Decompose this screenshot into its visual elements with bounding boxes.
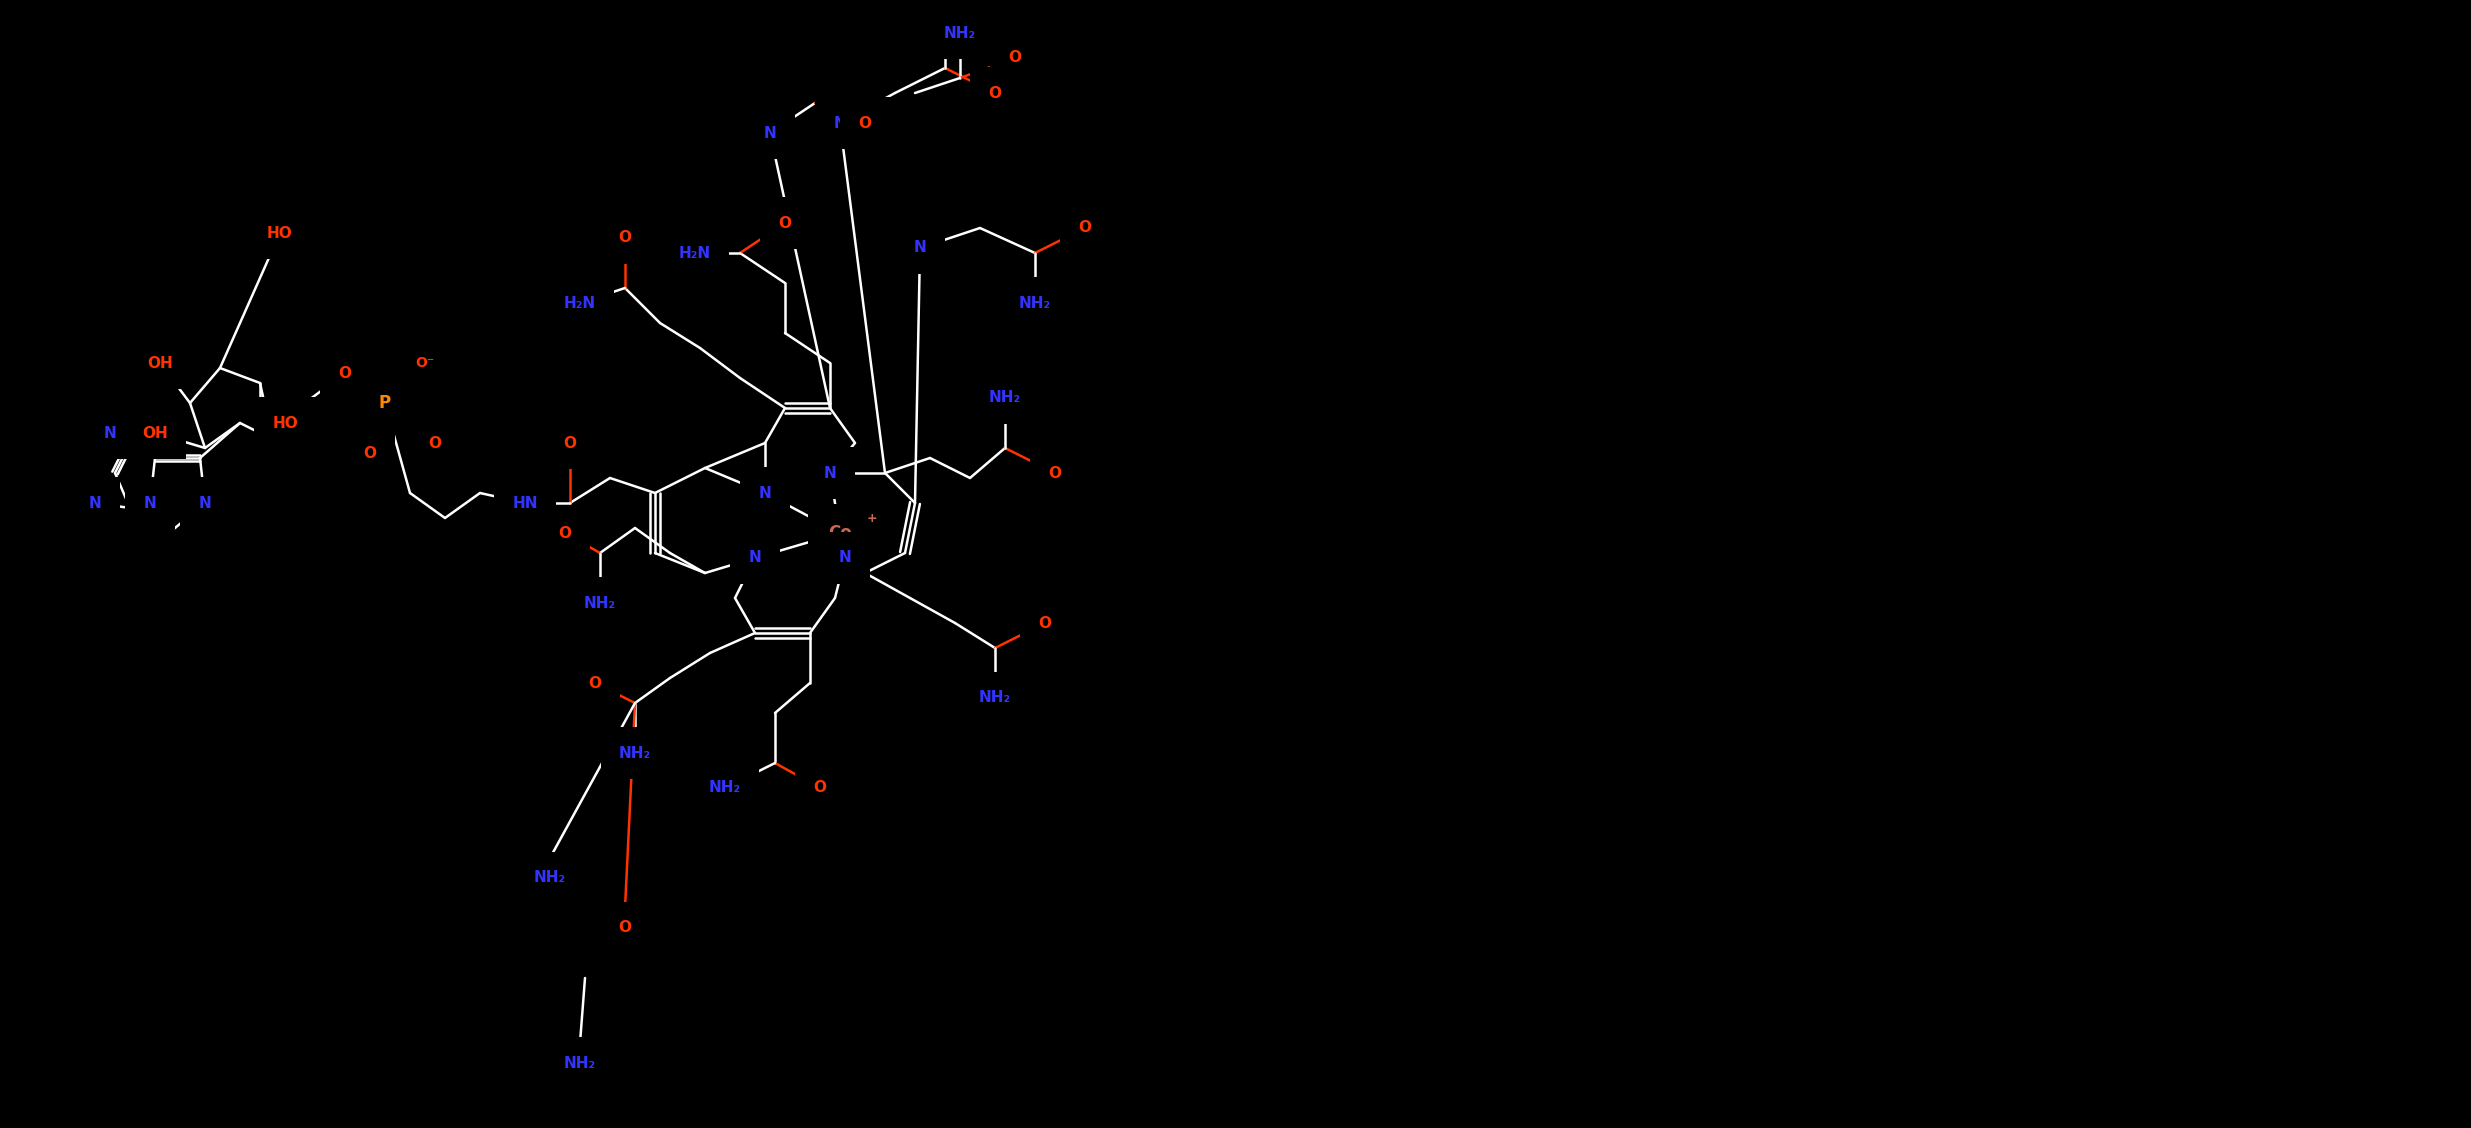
Text: N: N xyxy=(104,425,116,441)
Text: N: N xyxy=(89,495,101,511)
Text: NH₂: NH₂ xyxy=(1018,296,1050,310)
Text: N: N xyxy=(143,495,156,511)
Text: O: O xyxy=(618,230,633,246)
Text: +: + xyxy=(867,511,877,525)
Text: O: O xyxy=(1008,51,1021,65)
Text: O: O xyxy=(988,86,1001,100)
Text: N: N xyxy=(838,550,852,565)
Text: N: N xyxy=(833,115,848,131)
Text: NH₂: NH₂ xyxy=(583,596,615,610)
Text: N: N xyxy=(759,485,771,501)
Text: P: P xyxy=(378,394,390,412)
Text: O: O xyxy=(563,435,576,450)
Text: N: N xyxy=(749,550,761,565)
Text: O⁻: O⁻ xyxy=(415,356,435,370)
Text: O: O xyxy=(618,920,633,935)
Text: N: N xyxy=(198,495,213,511)
Text: NH₂: NH₂ xyxy=(979,690,1011,705)
Text: OH: OH xyxy=(143,425,168,441)
Text: O: O xyxy=(588,676,600,690)
Text: N: N xyxy=(914,240,927,256)
Text: N: N xyxy=(823,466,835,481)
Text: O: O xyxy=(558,526,571,540)
Text: HO: HO xyxy=(272,415,299,431)
Text: O: O xyxy=(813,781,825,795)
Text: H₂N: H₂N xyxy=(680,246,712,261)
Text: O: O xyxy=(363,446,376,460)
Text: H₂N: H₂N xyxy=(563,296,596,310)
Text: HN: HN xyxy=(511,495,539,511)
Text: O: O xyxy=(339,365,351,380)
Text: HO: HO xyxy=(267,226,294,240)
Text: NH₂: NH₂ xyxy=(944,26,976,41)
Text: O: O xyxy=(427,435,442,450)
Text: O: O xyxy=(1038,616,1053,631)
Text: NH₂: NH₂ xyxy=(618,746,650,760)
Text: NH₂: NH₂ xyxy=(534,871,566,885)
Text: O: O xyxy=(778,215,791,230)
Text: NH₂: NH₂ xyxy=(709,781,741,795)
Text: NH₂: NH₂ xyxy=(988,390,1021,405)
Text: OH: OH xyxy=(148,355,173,370)
Text: O: O xyxy=(1048,466,1063,481)
Text: NH₂: NH₂ xyxy=(929,16,961,30)
Text: N: N xyxy=(764,125,776,141)
Text: O: O xyxy=(857,115,872,131)
Text: O: O xyxy=(1077,220,1092,236)
Text: Co: Co xyxy=(828,525,852,541)
Text: NH₂: NH₂ xyxy=(563,1056,596,1070)
